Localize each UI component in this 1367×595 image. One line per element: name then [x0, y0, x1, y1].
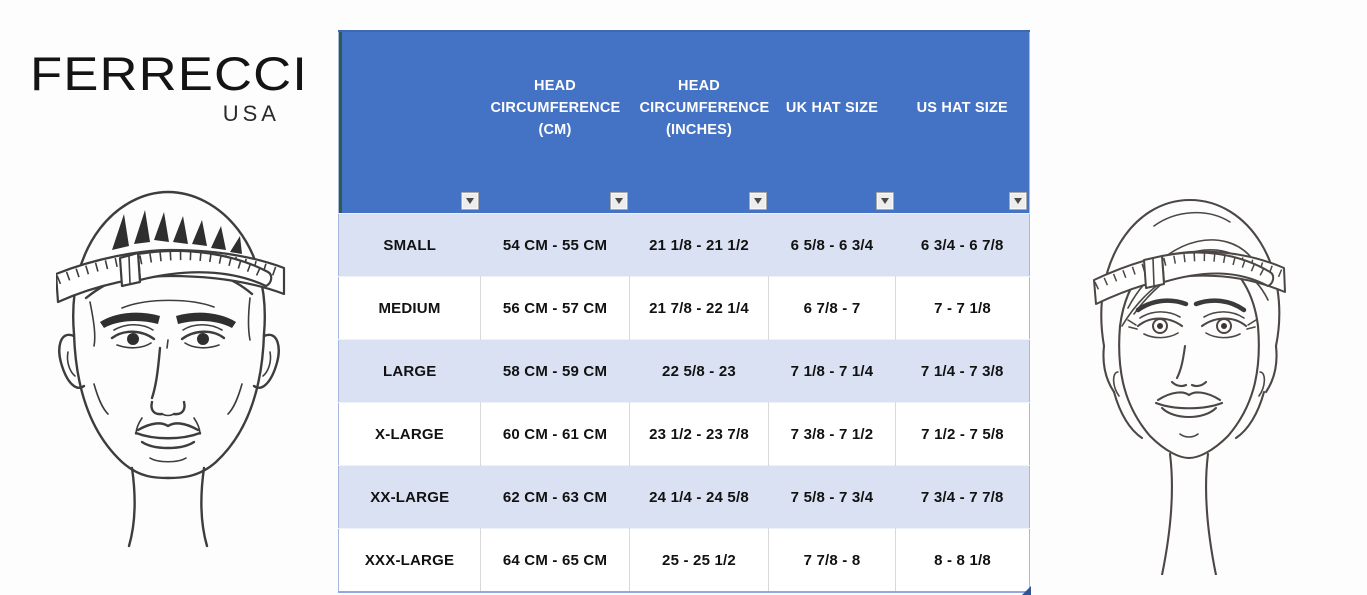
cell-inches: 21 7/8 - 22 1/4	[629, 276, 769, 340]
table-row-small: SMALL 54 CM - 55 CM 21 1/8 - 21 1/2 6 5/…	[338, 213, 1030, 277]
cell-us: 7 - 7 1/8	[895, 276, 1030, 340]
column-header-inches: HEAD CIRCUMFERENCE (INCHES)	[629, 31, 770, 214]
filter-arrow-glyph	[614, 198, 623, 204]
cell-inches: 21 1/8 - 21 1/2	[629, 213, 769, 277]
size-chart-page: FERRECCI USA	[30, 30, 1286, 595]
column-header-label: HEAD CIRCUMFERENCE (CM)	[490, 77, 621, 138]
cell-size: LARGE	[338, 339, 481, 403]
cell-cm: 60 CM - 61 CM	[480, 402, 630, 466]
brand-name: FERRECCI	[30, 47, 309, 100]
cell-inches: 24 1/4 - 24 5/8	[629, 465, 769, 529]
cell-inches: 25 - 25 1/2	[629, 528, 769, 592]
cell-size: MEDIUM	[338, 276, 481, 340]
column-header-label: HEAD CIRCUMFERENCE (INCHES)	[639, 77, 770, 138]
cell-size: XX-LARGE	[338, 465, 481, 529]
cell-uk: 6 5/8 - 6 3/4	[768, 213, 896, 277]
filter-arrow-glyph	[753, 198, 762, 204]
column-header-cm: HEAD CIRCUMFERENCE (CM)	[480, 31, 630, 214]
cell-uk: 7 5/8 - 7 3/4	[768, 465, 896, 529]
filter-dropdown-icon[interactable]	[748, 192, 767, 210]
cell-size: XXX-LARGE	[338, 528, 481, 592]
table-row-large: LARGE 58 CM - 59 CM 22 5/8 - 23 7 1/8 - …	[338, 339, 1030, 403]
cell-size: SMALL	[338, 213, 481, 277]
female-head-illustration	[1093, 198, 1286, 575]
cell-cm: 64 CM - 65 CM	[480, 528, 630, 592]
cell-us: 7 1/2 - 7 5/8	[895, 402, 1030, 466]
column-header-label: US HAT SIZE	[916, 99, 1008, 116]
cell-cm: 62 CM - 63 CM	[480, 465, 630, 529]
table-row-xxx-large: XXX-LARGE 64 CM - 65 CM 25 - 25 1/2 7 7/…	[338, 528, 1030, 592]
table-row-xx-large: XX-LARGE 62 CM - 63 CM 24 1/4 - 24 5/8 7…	[338, 465, 1030, 529]
cell-us: 7 3/4 - 7 7/8	[895, 465, 1030, 529]
brand-region: USA	[222, 101, 280, 126]
brand-logo: FERRECCI USA	[30, 46, 307, 127]
cell-uk: 7 3/8 - 7 1/2	[768, 402, 896, 466]
cell-cm: 56 CM - 57 CM	[480, 276, 630, 340]
cell-us: 7 1/4 - 7 3/8	[895, 339, 1030, 403]
filter-dropdown-icon[interactable]	[1009, 192, 1027, 210]
cell-us: 6 3/4 - 6 7/8	[895, 213, 1030, 277]
table-row-medium: MEDIUM 56 CM - 57 CM 21 7/8 - 22 1/4 6 7…	[338, 276, 1030, 340]
filter-dropdown-icon[interactable]	[609, 192, 628, 210]
filter-arrow-glyph	[465, 198, 474, 204]
cell-size: X-LARGE	[338, 402, 481, 466]
column-header-size	[338, 31, 481, 214]
cell-uk: 7 1/8 - 7 1/4	[768, 339, 896, 403]
filter-dropdown-icon[interactable]	[460, 192, 479, 210]
cell-uk: 7 7/8 - 8	[768, 528, 896, 592]
table-resize-handle[interactable]	[1022, 586, 1031, 595]
filter-dropdown-icon[interactable]	[875, 192, 894, 210]
male-head-illustration	[56, 190, 286, 548]
column-header-label: UK HAT SIZE	[785, 99, 879, 116]
cell-inches: 22 5/8 - 23	[629, 339, 769, 403]
cell-cm: 58 CM - 59 CM	[480, 339, 630, 403]
cell-inches: 23 1/2 - 23 7/8	[629, 402, 769, 466]
size-chart-container: HEAD CIRCUMFERENCE (CM) HEAD CIRCUMFEREN…	[338, 30, 1031, 595]
cell-uk: 6 7/8 - 7	[768, 276, 896, 340]
filter-arrow-glyph	[1014, 198, 1022, 204]
column-header-us: US HAT SIZE	[895, 31, 1030, 214]
size-chart-table: HEAD CIRCUMFERENCE (CM) HEAD CIRCUMFEREN…	[338, 30, 1030, 593]
cell-us: 8 - 8 1/8	[895, 528, 1030, 592]
cell-cm: 54 CM - 55 CM	[480, 213, 630, 277]
header-row: HEAD CIRCUMFERENCE (CM) HEAD CIRCUMFEREN…	[338, 31, 1030, 214]
table-row-x-large: X-LARGE 60 CM - 61 CM 23 1/2 - 23 7/8 7 …	[338, 402, 1030, 466]
column-header-uk: UK HAT SIZE	[768, 31, 896, 214]
filter-arrow-glyph	[880, 198, 889, 204]
